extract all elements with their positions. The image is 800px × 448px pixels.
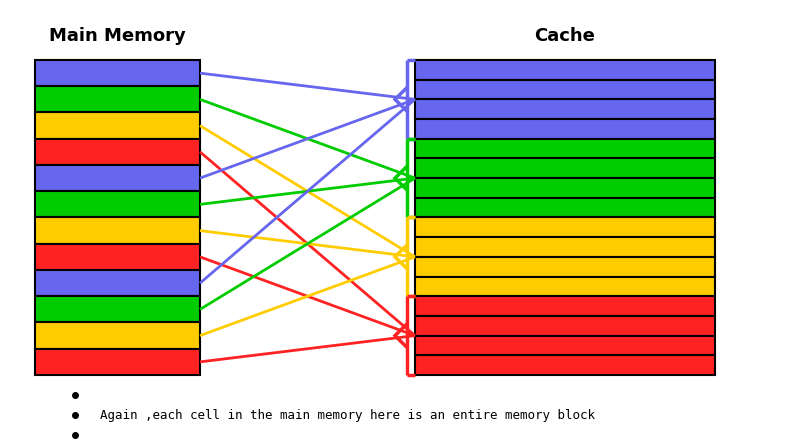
Text: Cache: Cache: [534, 27, 595, 45]
Text: Again ,each cell in the main memory here is an entire memory block: Again ,each cell in the main memory here…: [100, 409, 595, 422]
Bar: [35, 139, 200, 165]
Bar: [415, 178, 715, 198]
Bar: [415, 336, 715, 355]
Bar: [415, 276, 715, 296]
Bar: [415, 237, 715, 257]
Bar: [415, 257, 715, 276]
Bar: [415, 198, 715, 217]
Bar: [415, 217, 715, 237]
Bar: [415, 139, 715, 159]
Bar: [35, 244, 200, 270]
Bar: [35, 165, 200, 191]
Bar: [415, 316, 715, 336]
Bar: [35, 60, 200, 86]
Bar: [35, 112, 200, 139]
Bar: [415, 60, 715, 80]
Bar: [35, 270, 200, 296]
Bar: [415, 99, 715, 119]
Bar: [415, 296, 715, 316]
Bar: [35, 296, 200, 323]
Bar: [415, 80, 715, 99]
Bar: [35, 217, 200, 244]
Bar: [35, 86, 200, 112]
Text: Main Memory: Main Memory: [49, 27, 186, 45]
Bar: [415, 159, 715, 178]
Bar: [35, 323, 200, 349]
Bar: [35, 191, 200, 217]
Bar: [415, 355, 715, 375]
Bar: [415, 119, 715, 139]
Bar: [35, 349, 200, 375]
